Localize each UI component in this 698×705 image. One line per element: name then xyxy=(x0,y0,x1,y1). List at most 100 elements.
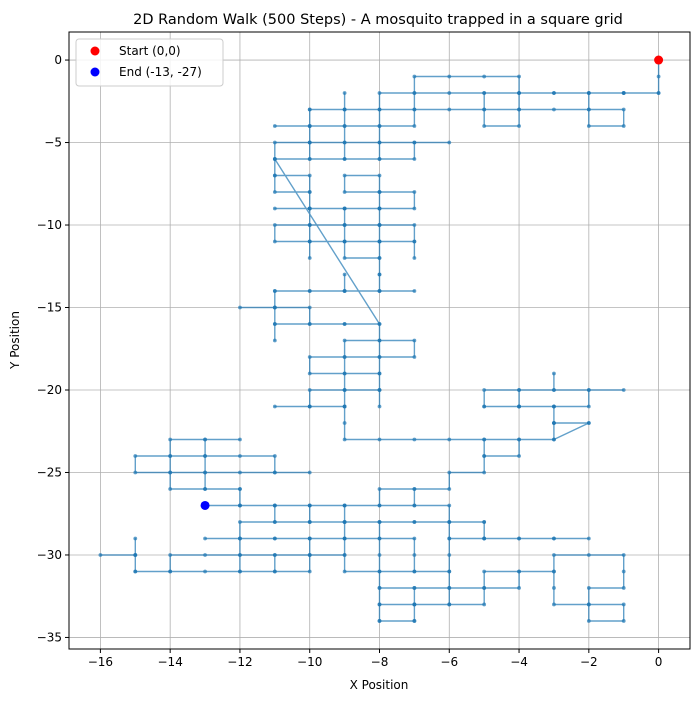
walk-point xyxy=(377,569,382,574)
walk-point xyxy=(517,107,521,112)
walk-point xyxy=(272,470,277,475)
x-tick-label: −4 xyxy=(510,655,528,669)
walk-point xyxy=(203,470,207,475)
walk-point xyxy=(412,536,417,541)
walk-point xyxy=(412,487,417,491)
walk-point xyxy=(342,173,347,178)
walk-point xyxy=(552,586,556,590)
walk-point xyxy=(342,272,347,277)
walk-point xyxy=(552,437,556,442)
walk-point xyxy=(377,487,382,491)
x-tick-label: −8 xyxy=(371,655,389,669)
y-tick-label: −25 xyxy=(37,465,62,479)
walk-point xyxy=(272,520,277,524)
walk-point xyxy=(412,355,417,359)
walk-point xyxy=(238,454,242,458)
walk-point xyxy=(342,239,347,244)
walk-point xyxy=(238,569,242,574)
walk-point xyxy=(203,553,207,557)
walk-point xyxy=(412,553,417,557)
walk-point xyxy=(272,140,277,145)
walk-point xyxy=(342,338,347,343)
walk-point xyxy=(412,602,417,607)
walk-point xyxy=(552,536,556,541)
walk-point xyxy=(377,388,382,392)
walk-point xyxy=(586,586,591,590)
walk-point xyxy=(307,470,312,475)
walk-point xyxy=(238,470,242,475)
walk-point xyxy=(342,107,347,112)
walk-point xyxy=(517,124,521,128)
walk-point xyxy=(412,520,417,524)
walk-point xyxy=(168,487,173,491)
walk-point xyxy=(621,124,626,128)
walk-point xyxy=(447,520,452,524)
walk-point xyxy=(272,173,277,178)
x-axis-ticks: −16 −14 −12 −10 −8 −6 −4 −2 0 xyxy=(88,649,662,669)
walk-point xyxy=(482,404,487,409)
walk-point xyxy=(238,487,242,491)
walk-point xyxy=(238,520,242,524)
walk-point xyxy=(482,74,487,79)
walk-point xyxy=(342,124,347,128)
walk-point xyxy=(586,107,591,112)
walk-point xyxy=(586,124,591,128)
walk-point xyxy=(482,586,487,590)
walk-point xyxy=(342,388,347,392)
walk-point xyxy=(482,437,487,442)
walk-point xyxy=(307,223,312,227)
walk-point xyxy=(377,338,382,343)
walk-point xyxy=(412,338,417,343)
walk-point xyxy=(272,124,277,128)
walk-point xyxy=(377,140,382,145)
walk-point xyxy=(621,107,626,112)
walk-point xyxy=(342,223,347,227)
walk-point xyxy=(342,371,347,376)
walk-point xyxy=(482,388,487,392)
x-tick-label: −12 xyxy=(227,655,252,669)
walk-point xyxy=(517,586,521,590)
walk-point xyxy=(621,586,626,590)
walk-point xyxy=(133,470,138,475)
walk-point xyxy=(342,404,347,409)
walk-point xyxy=(447,536,452,541)
walk-point xyxy=(447,569,452,574)
walk-point xyxy=(447,437,452,442)
walk-point xyxy=(447,91,452,95)
walk-point xyxy=(552,602,556,607)
walk-point xyxy=(203,454,207,458)
walk-point xyxy=(168,470,173,475)
walk-point xyxy=(447,107,452,112)
walk-point xyxy=(307,173,312,178)
walk-point xyxy=(447,602,452,607)
walk-point xyxy=(412,223,417,227)
walk-point xyxy=(586,91,591,95)
walk-point xyxy=(377,371,382,376)
walk-point xyxy=(133,569,138,574)
legend-box xyxy=(75,38,224,87)
walk-point xyxy=(412,107,417,112)
y-axis-label: Y Position xyxy=(8,311,22,370)
walk-point xyxy=(586,602,591,607)
walk-point xyxy=(517,388,521,392)
walk-point xyxy=(482,520,487,524)
walk-point xyxy=(377,355,382,359)
walk-point xyxy=(412,91,417,95)
walk-point xyxy=(307,256,312,260)
walk-point xyxy=(307,503,312,508)
walk-point xyxy=(342,206,347,211)
walk-point xyxy=(272,404,277,409)
walk-point xyxy=(342,437,347,442)
walk-point xyxy=(621,602,626,607)
walk-point xyxy=(307,322,312,326)
walk-point xyxy=(412,157,417,161)
walk-point xyxy=(272,289,277,293)
walk-point xyxy=(133,454,138,458)
walk-point xyxy=(168,437,173,442)
walk-point xyxy=(412,74,417,79)
walk-point xyxy=(272,569,277,574)
walk-point xyxy=(272,338,277,343)
walk-point xyxy=(377,322,382,326)
walk-point xyxy=(621,91,626,95)
walk-point xyxy=(342,256,347,260)
